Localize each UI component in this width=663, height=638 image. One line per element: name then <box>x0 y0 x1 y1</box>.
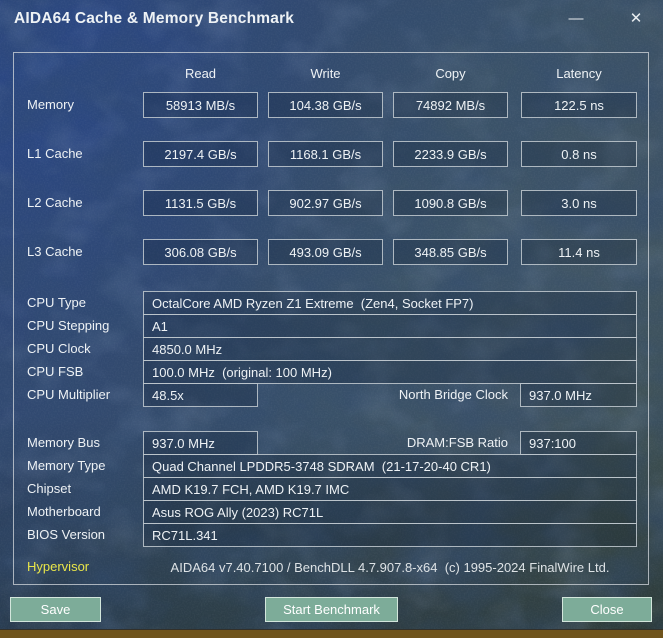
cpu-multiplier-label: CPU Multiplier <box>27 387 111 402</box>
value-text: 2197.4 GB/s <box>164 146 237 162</box>
cpu-type-value: OctalCore AMD Ryzen Z1 Extreme (Zen4, So… <box>143 291 637 315</box>
value-text: 902.97 GB/s <box>289 195 362 211</box>
value-text: 937.0 MHz <box>152 435 215 451</box>
value-text: 11.4 ns <box>558 244 600 260</box>
start-benchmark-button[interactable]: Start Benchmark <box>265 597 398 622</box>
value-text: 2233.9 GB/s <box>414 146 487 162</box>
value-text: 1168.1 GB/s <box>289 146 362 162</box>
cpu-stepping-label: CPU Stepping <box>27 318 110 333</box>
value-text: OctalCore AMD Ryzen Z1 Extreme (Zen4, So… <box>152 295 474 311</box>
memory-latency-value: 122.5 ns <box>521 92 637 118</box>
bench-row-label-memory: Memory <box>27 97 74 112</box>
motherboard-label: Motherboard <box>27 504 101 519</box>
value-text: 48.5x <box>152 387 184 403</box>
l1-write-value: 1168.1 GB/s <box>268 141 383 167</box>
bench-row-label-l2: L2 Cache <box>27 195 83 210</box>
value-text: 493.09 GB/s <box>289 244 362 260</box>
value-text: Quad Channel LPDDR5-3748 SDRAM (21-17-20… <box>152 458 491 474</box>
value-text: 74892 MB/s <box>415 97 486 113</box>
column-header-latency: Latency <box>556 66 602 81</box>
value-text: RC71L.341 <box>152 527 218 543</box>
value-text: 58913 MB/s <box>165 97 236 113</box>
cpu-stepping-value: A1 <box>143 314 637 338</box>
value-text: 0.8 ns <box>561 146 597 162</box>
memory-type-label: Memory Type <box>27 458 106 473</box>
l2-copy-value: 1090.8 GB/s <box>393 190 508 216</box>
save-button[interactable]: Save <box>10 597 101 622</box>
memory-bus-label: Memory Bus <box>27 435 100 450</box>
cpu-type-label: CPU Type <box>27 295 87 310</box>
l3-latency-value: 11.4 ns <box>521 239 637 265</box>
value-text: 122.5 ns <box>554 97 604 113</box>
motherboard-value: Asus ROG Ally (2023) RC71L <box>143 500 637 524</box>
close-window-button[interactable]: Close <box>562 597 652 622</box>
close-button[interactable]: ✕ <box>624 6 648 30</box>
l3-read-value: 306.08 GB/s <box>143 239 258 265</box>
north-bridge-clock-label: North Bridge Clock <box>398 387 508 402</box>
l3-copy-value: 348.85 GB/s <box>393 239 508 265</box>
save-button-label: Save <box>40 602 71 617</box>
value-text: 104.38 GB/s <box>289 97 362 113</box>
l2-read-value: 1131.5 GB/s <box>143 190 258 216</box>
column-header-write: Write <box>310 66 341 81</box>
l1-copy-value: 2233.9 GB/s <box>393 141 508 167</box>
cpu-multiplier-value: 48.5x <box>143 383 258 407</box>
value-text: 1131.5 GB/s <box>164 195 237 211</box>
close-icon: ✕ <box>629 10 643 27</box>
l3-write-value: 493.09 GB/s <box>268 239 383 265</box>
hypervisor-label: Hypervisor <box>27 559 90 574</box>
l2-write-value: 902.97 GB/s <box>268 190 383 216</box>
value-text: AMD K19.7 FCH, AMD K19.7 IMC <box>152 481 350 497</box>
chipset-value: AMD K19.7 FCH, AMD K19.7 IMC <box>143 477 637 501</box>
bench-row-label-l3: L3 Cache <box>27 244 83 259</box>
cpu-clock-value: 4850.0 MHz <box>143 337 637 361</box>
column-header-copy: Copy <box>435 66 466 81</box>
l2-latency-value: 3.0 ns <box>521 190 637 216</box>
cpu-fsb-value: 100.0 MHz (original: 100 MHz) <box>143 360 637 384</box>
value-text: 306.08 GB/s <box>164 244 237 260</box>
value-text: 3.0 ns <box>561 195 597 211</box>
value-text: 100.0 MHz (original: 100 MHz) <box>152 364 332 380</box>
minimize-icon: — <box>568 9 584 27</box>
value-text: A1 <box>152 318 168 334</box>
memory-write-value: 104.38 GB/s <box>268 92 383 118</box>
value-text: 4850.0 MHz <box>152 341 223 357</box>
chipset-label: Chipset <box>27 481 72 496</box>
memory-bus-value: 937.0 MHz <box>143 431 258 455</box>
start-benchmark-button-label: Start Benchmark <box>283 602 380 617</box>
bench-row-label-l1: L1 Cache <box>27 146 83 161</box>
l1-read-value: 2197.4 GB/s <box>143 141 258 167</box>
bios-version-label: BIOS Version <box>27 527 106 542</box>
north-bridge-clock-value: 937.0 MHz <box>520 383 637 407</box>
column-header-read: Read <box>184 66 217 81</box>
window-title: AIDA64 Cache & Memory Benchmark <box>14 10 295 27</box>
value-text: 937.0 MHz <box>529 387 592 403</box>
bios-version-value: RC71L.341 <box>143 523 637 547</box>
memory-type-value: Quad Channel LPDDR5-3748 SDRAM (21-17-20… <box>143 454 637 478</box>
version-copyright-text: AIDA64 v7.40.7100 / BenchDLL 4.7.907.8-x… <box>170 560 610 575</box>
value-text: 1090.8 GB/s <box>414 195 487 211</box>
value-text: 348.85 GB/s <box>414 244 487 260</box>
cpu-fsb-label: CPU FSB <box>27 364 84 379</box>
dram-fsb-ratio-value: 937:100 <box>520 431 637 455</box>
value-text: 937:100 <box>529 435 576 451</box>
minimize-button[interactable]: — <box>564 6 588 30</box>
l1-latency-value: 0.8 ns <box>521 141 637 167</box>
bottom-accent-bar <box>0 629 663 638</box>
memory-read-value: 58913 MB/s <box>143 92 258 118</box>
value-text: Asus ROG Ally (2023) RC71L <box>152 504 324 520</box>
dram-fsb-ratio-label: DRAM:FSB Ratio <box>406 435 508 450</box>
cpu-clock-label: CPU Clock <box>27 341 91 356</box>
close-window-button-label: Close <box>590 602 624 617</box>
memory-copy-value: 74892 MB/s <box>393 92 508 118</box>
